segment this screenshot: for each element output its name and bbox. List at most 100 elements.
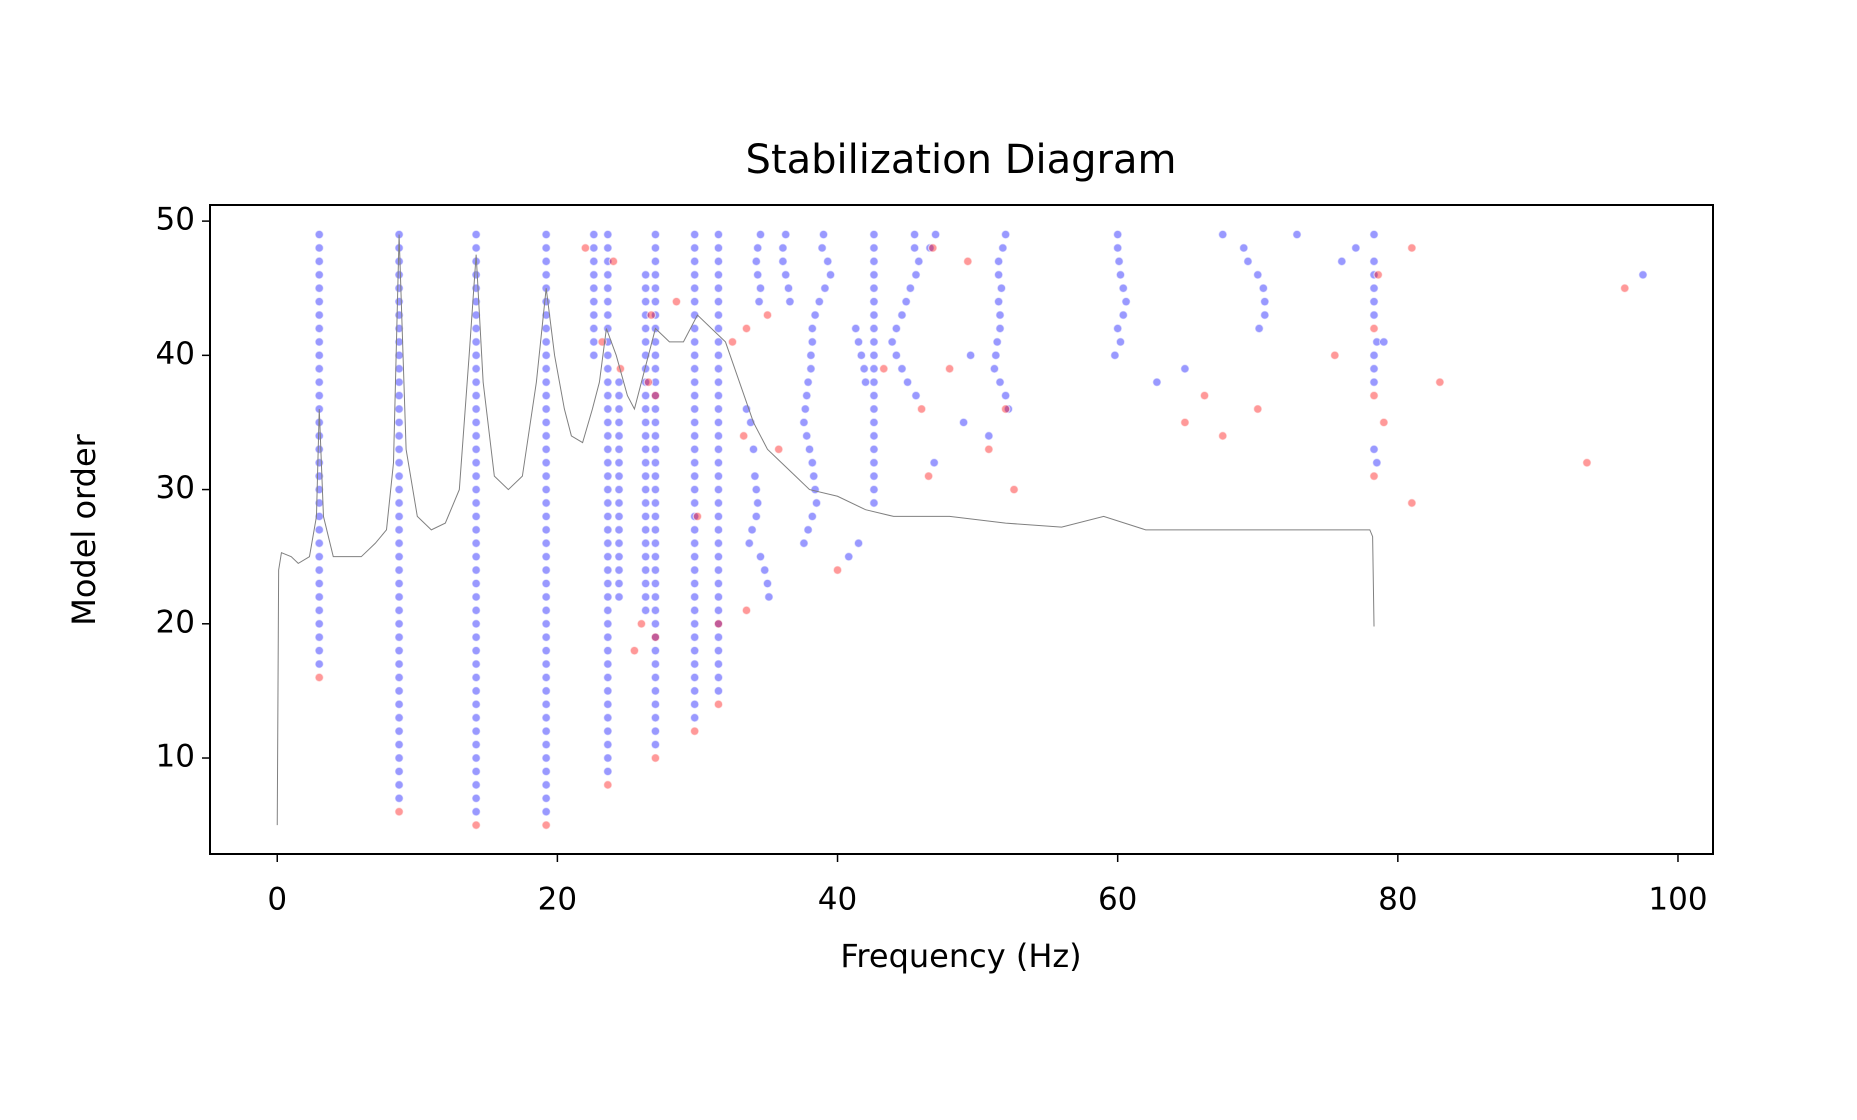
pole-marker [754,296,764,307]
pole-marker [689,229,700,240]
pole-marker [471,511,481,522]
pole-marker [541,592,551,602]
pole-marker [853,337,864,347]
pole-marker [640,605,651,616]
pole-marker [689,565,700,575]
pole-marker [603,605,613,616]
pole-marker [471,404,481,414]
pole-marker [314,323,325,334]
pole-marker [650,753,661,763]
pole-marker [991,350,1001,361]
pole-marker [689,471,700,481]
pole-marker [869,390,879,401]
pole-marker [689,431,700,441]
pole-marker [887,337,897,347]
pole-marker [394,471,404,481]
pole-marker [909,243,920,253]
pole-marker [614,484,624,495]
pole-marker [314,431,325,441]
pole-marker [603,645,613,656]
pole-marker [1369,296,1379,307]
pole-marker [713,431,724,441]
pole-marker [650,578,661,589]
pole-marker [1118,310,1129,320]
pole-marker [1180,417,1190,428]
pole-marker [640,484,651,495]
pole-marker [314,337,325,347]
pole-marker [589,350,599,361]
pole-marker [629,645,640,656]
pole-marker [1243,256,1253,267]
pole-marker [471,793,481,804]
pole-marker [471,605,481,616]
pole-marker [471,484,481,495]
pole-marker [650,229,661,240]
pole-marker [314,283,325,294]
pole-marker [640,283,651,294]
pole-marker [314,377,325,387]
pole-marker [314,592,325,602]
pole-marker [640,404,651,414]
pole-marker [650,377,661,387]
pole-marker [394,645,404,656]
pole-marker [713,645,724,656]
pole-marker [810,310,820,320]
pole-marker [541,659,551,669]
pole-marker [314,605,325,616]
pole-marker [471,377,481,387]
pole-marker [394,699,404,710]
pole-marker [902,377,913,387]
y-tick-label: 10 [156,739,195,775]
pole-marker [808,471,819,481]
pole-marker [541,269,551,280]
pole-marker [650,699,661,710]
pole-marker [614,404,624,414]
pole-marker [640,551,651,562]
pole-marker [541,498,551,508]
pole-marker [541,511,551,522]
pole-marker [614,390,624,401]
pole-marker [1582,457,1592,468]
pole-marker [650,618,661,629]
pole-marker [713,350,724,361]
pole-marker [314,256,325,267]
pole-marker [603,350,613,361]
pole-marker [314,457,325,468]
pole-marker [901,296,911,307]
pole-marker [614,565,624,575]
pole-marker [394,256,404,267]
pole-marker [650,538,661,549]
pole-marker [1379,417,1389,428]
pole-marker [603,457,613,468]
pole-marker [689,592,700,602]
pole-marker [1254,323,1264,334]
pole-marker [603,243,613,253]
pole-marker [603,417,613,428]
pole-marker [713,283,724,294]
pole-marker [1369,310,1379,320]
pole-marker [689,525,700,535]
pole-marker [603,310,613,320]
pole-marker [984,444,994,455]
pole-marker [541,323,551,334]
pole-marker [869,283,879,294]
pole-marker [713,578,724,589]
pole-marker [394,712,404,723]
pole-marker [471,243,481,253]
pole-marker [314,229,325,240]
pole-marker [541,404,551,414]
pole-marker [993,269,1004,280]
pole-marker [650,283,661,294]
pole-marker [643,377,654,387]
pole-marker [752,243,763,253]
pole-marker [394,431,404,441]
pole-marker [1252,404,1263,414]
pole-marker [1337,256,1347,267]
pole-marker [314,363,325,374]
pole-marker [869,417,879,428]
pole-marker [860,377,871,387]
pole-marker [394,726,404,736]
pole-marker [1003,404,1014,414]
pole-marker [394,605,404,616]
pole-marker [998,243,1008,253]
